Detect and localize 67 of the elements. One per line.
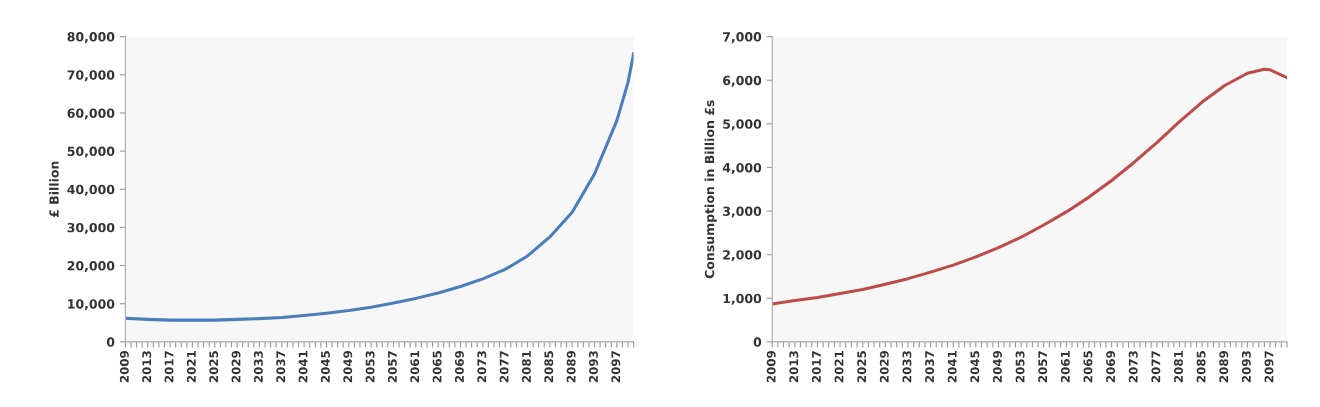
x-tick-label: 2057 [1038,351,1048,383]
y-tick-label: 70,000 [67,70,115,82]
y-tick-label: 50,000 [67,146,115,158]
y-tick-label: 40,000 [67,184,115,196]
x-tick-label: 2045 [320,351,330,383]
x-tick-label: 2081 [521,351,531,383]
y-tick-label: 6,000 [723,75,762,87]
y-axis-title: £ Billion [49,161,59,218]
x-tick-label: 2057 [387,351,397,383]
x-tick-label: 2037 [276,351,286,383]
y-tick-label: 0 [753,337,762,347]
x-tick-label: 2009 [766,350,776,383]
x-tick-label: 2065 [432,351,442,383]
y-tick-label: 4,000 [722,162,762,174]
x-tick-label: 2037 [925,351,935,383]
x-tick-label: 2077 [499,351,509,383]
x-tick-label: 2021 [834,351,844,383]
y-tick-label: 80,000 [67,32,115,44]
x-tick-label: 2069 [454,350,464,383]
x-tick-label: 2097 [611,351,621,383]
x-tick-label: 2081 [1174,351,1183,383]
y-tick-label: 5,000 [723,119,762,131]
x-tick-label: 2069 [1106,350,1116,383]
line-series [772,67,1287,306]
y-tick-label: 1,000 [723,293,762,305]
x-tick-label: 2025 [209,351,219,383]
y-tick-label: 0 [106,337,115,347]
y-tick-label: 60,000 [67,108,115,120]
y-tick-label: 3,000 [723,206,762,218]
x-tick-label: 2061 [410,351,420,383]
x-tick-label: 2077 [1151,351,1161,383]
x-tick-label: 2085 [544,351,554,383]
x-tick-label: 2097 [1264,351,1274,383]
x-tick-label: 2053 [365,351,375,383]
x-tick-label: 2061 [1060,351,1070,383]
x-tick-label: 2089 [566,350,576,383]
x-tick-label: 2073 [1128,351,1138,383]
x-tick-label: 2041 [947,351,957,383]
x-tick-label: 2065 [1083,351,1093,383]
x-tick-label: 2013 [142,351,152,383]
x-tick-label: 2009 [119,350,129,383]
y-tick-label: 20,000 [67,261,115,273]
x-tick-label: 2085 [1196,351,1206,383]
y-axis-title: Consumption in Billion £s [704,100,717,279]
x-tick-label: 2013 [789,351,799,383]
x-tick-label: 2033 [902,351,912,383]
x-tick-label: 2033 [253,351,263,383]
x-tick-label: 2041 [298,351,308,383]
x-tick-label: 2045 [970,351,980,383]
x-tick-label: 2029 [879,350,889,383]
x-tick-label: 2053 [1015,351,1025,383]
x-tick-label: 2017 [164,351,174,383]
y-tick-label: 7,000 [723,32,762,44]
x-tick-label: 2089 [1219,350,1229,383]
x-tick-label: 2021 [186,351,196,383]
x-tick-label: 2093 [1241,351,1251,383]
x-tick-label: 2025 [857,351,867,383]
x-tick-label: 2093 [589,351,598,383]
line-series [125,52,634,322]
x-tick-label: 2049 [992,350,1002,383]
x-tick-label: 2029 [231,350,241,383]
y-tick-label: 10,000 [68,299,115,311]
x-tick-label: 2049 [343,350,353,383]
x-tick-label: 2073 [477,351,487,383]
y-tick-label: 2,000 [723,250,762,262]
x-tick-label: 2017 [811,351,821,383]
y-tick-label: 30,000 [67,222,115,234]
